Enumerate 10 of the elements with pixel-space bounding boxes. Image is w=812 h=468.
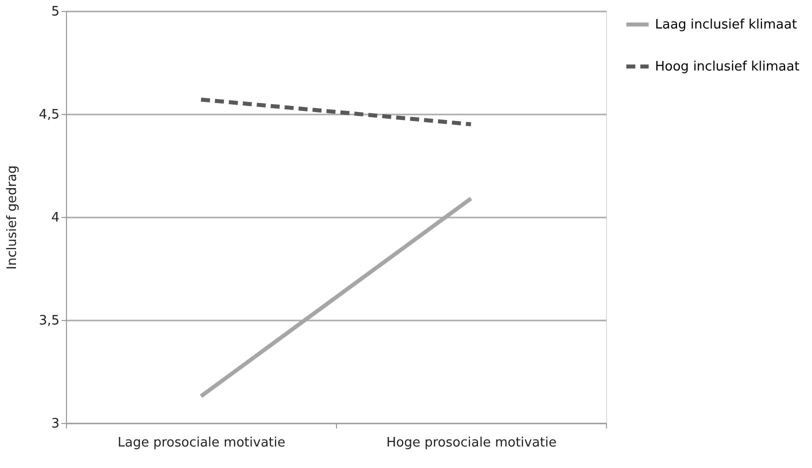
legend-label: Hoog inclusief klimaat — [655, 60, 800, 74]
x-tick-label: Lage prosociale motivatie — [118, 436, 286, 450]
y-tick-label: 4,5 — [38, 108, 60, 122]
y-axis-title: Inclusief gedrag — [4, 165, 20, 270]
y-tick-label: 3 — [51, 416, 60, 432]
y-tick-label: 3,5 — [38, 314, 60, 328]
y-tick-label: 4 — [51, 210, 60, 226]
y-tick-label: 5 — [51, 4, 60, 20]
legend-label: Laag inclusief klimaat — [655, 18, 797, 32]
x-tick-label: Hoge prosociale motivatie — [386, 436, 557, 450]
